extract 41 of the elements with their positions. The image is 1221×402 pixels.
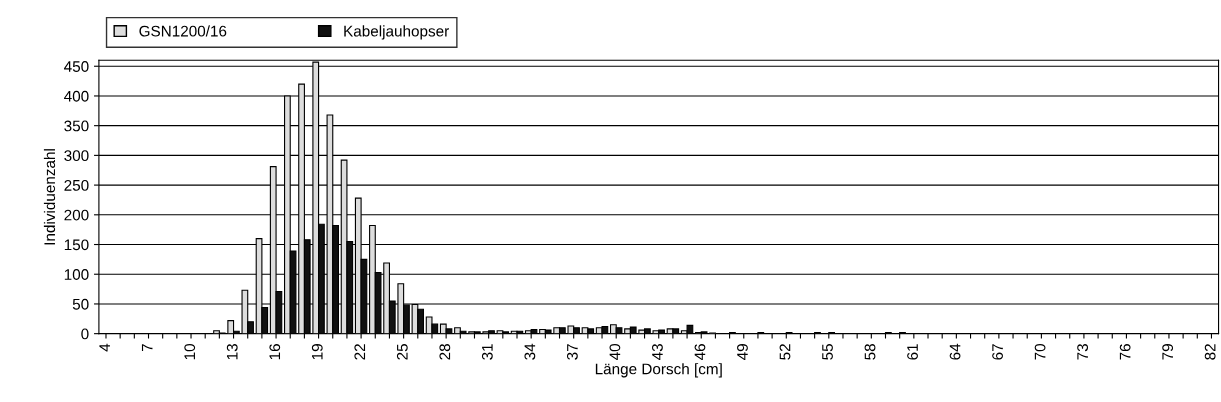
- x-tick-label: 40: [609, 343, 621, 361]
- x-tick-label: 19: [311, 344, 323, 360]
- y-tick-label: 300: [64, 150, 89, 162]
- y-tick-label: 0: [81, 328, 89, 340]
- y-tick-label: 100: [64, 269, 89, 280]
- x-tick-label: 22: [354, 344, 366, 360]
- x-tick-label: 43: [652, 344, 663, 361]
- x-tick-label: 37: [566, 344, 578, 360]
- y-tick-label: 50: [72, 298, 89, 310]
- x-tick-label: 10: [184, 343, 196, 360]
- legend-label: GSN1200/16: [139, 25, 227, 37]
- x-tick-label: 79: [1162, 344, 1174, 360]
- x-tick-label: 67: [992, 344, 1003, 360]
- x-tick-label: 4: [99, 343, 110, 352]
- x-tick-label: 61: [907, 344, 918, 360]
- x-tick-label: 58: [864, 344, 876, 360]
- y-tick-label: 250: [64, 179, 89, 191]
- x-tick-label: 25: [396, 344, 408, 360]
- legend-label: Kabeljauhopser: [344, 25, 449, 40]
- y-tick-label: 200: [64, 209, 89, 221]
- x-tick-label: 13: [226, 344, 238, 360]
- x-tick-label: 52: [779, 344, 791, 360]
- x-tick-label: 73: [1077, 344, 1089, 360]
- x-tick-label: 49: [737, 344, 748, 361]
- x-tick-label: 7: [141, 344, 153, 352]
- x-tick-label: 55: [822, 344, 833, 360]
- x-tick-label: 70: [1034, 343, 1046, 360]
- x-tick-label: 28: [439, 344, 451, 360]
- x-tick-label: 31: [481, 344, 493, 360]
- y-axis-title: Individuenzahl: [43, 149, 56, 245]
- x-tick-label: 34: [524, 343, 536, 360]
- x-tick-label: 46: [694, 344, 706, 361]
- x-tick-label: 76: [1119, 344, 1131, 360]
- x-tick-label: 16: [269, 344, 281, 360]
- x-tick-label: 82: [1204, 344, 1216, 360]
- y-tick-label: 400: [64, 90, 89, 102]
- y-tick-label: 450: [64, 61, 89, 72]
- y-tick-label: 350: [64, 120, 89, 132]
- y-tick-label: 150: [64, 239, 89, 251]
- x-axis-title: Länge Dorsch [cm]: [595, 363, 722, 378]
- x-tick-label: 64: [949, 343, 961, 360]
